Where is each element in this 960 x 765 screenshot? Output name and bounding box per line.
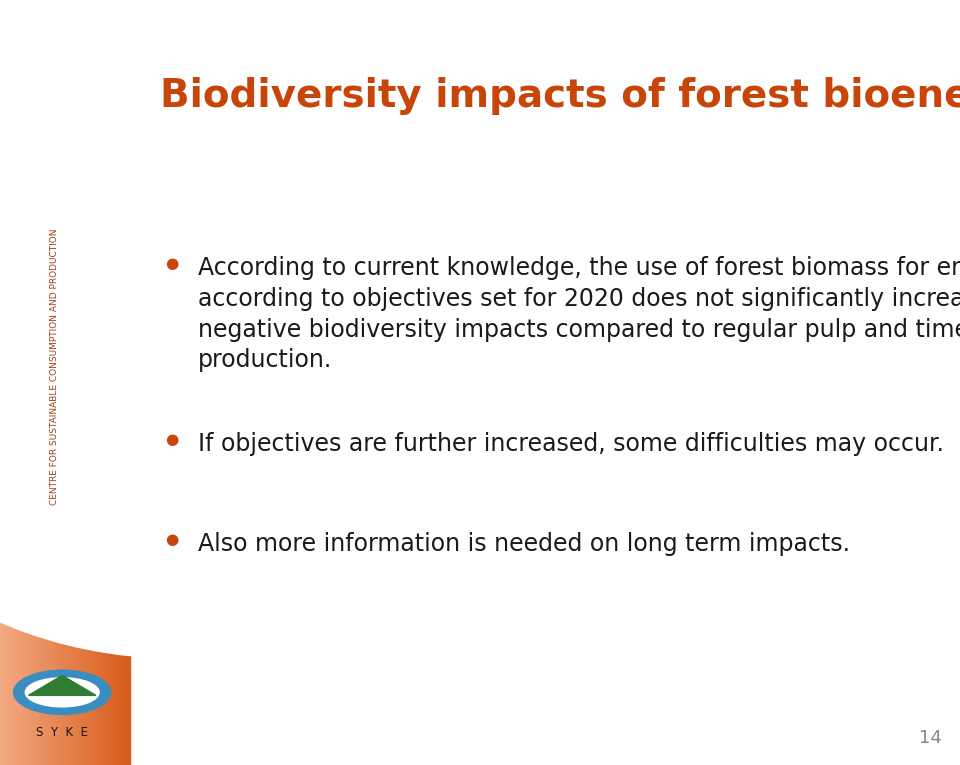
Bar <box>15 0 17 765</box>
Text: According to current knowledge, the use of forest biomass for energy
according t: According to current knowledge, the use … <box>198 256 960 373</box>
Polygon shape <box>29 675 96 695</box>
Text: If objectives are further increased, some difficulties may occur.: If objectives are further increased, som… <box>198 432 944 456</box>
Bar <box>67 0 69 765</box>
Text: ●: ● <box>165 256 179 272</box>
Bar <box>45 0 48 765</box>
Bar <box>38 0 41 765</box>
Bar <box>100 0 102 765</box>
Bar <box>110 0 112 765</box>
Bar <box>97 0 100 765</box>
Bar <box>11 0 13 765</box>
Text: ●: ● <box>165 532 179 547</box>
Bar <box>19 0 22 765</box>
Bar <box>62 0 65 765</box>
Bar <box>76 0 78 765</box>
Bar <box>7 0 9 765</box>
Bar <box>112 0 114 765</box>
Bar <box>121 0 123 765</box>
Bar <box>88 0 91 765</box>
Bar <box>9 0 11 765</box>
Bar <box>36 0 38 765</box>
Bar <box>123 0 125 765</box>
Bar <box>48 0 50 765</box>
Bar <box>102 0 104 765</box>
Bar <box>35 0 36 765</box>
Bar <box>114 0 117 765</box>
Text: Also more information is needed on long term impacts.: Also more information is needed on long … <box>198 532 850 555</box>
Bar <box>0 0 2 765</box>
Bar <box>93 0 95 765</box>
Bar <box>43 0 45 765</box>
Bar <box>78 0 80 765</box>
Bar <box>74 0 76 765</box>
Bar <box>54 0 56 765</box>
Bar <box>106 0 108 765</box>
Bar <box>108 0 110 765</box>
Bar <box>24 0 26 765</box>
Bar <box>17 0 19 765</box>
Bar <box>91 0 93 765</box>
Bar <box>84 0 86 765</box>
Circle shape <box>0 0 618 658</box>
Text: Biodiversity impacts of forest bioenergy: Biodiversity impacts of forest bioenergy <box>159 76 960 115</box>
Bar <box>52 0 54 765</box>
Bar <box>65 0 67 765</box>
Bar <box>86 0 88 765</box>
Bar <box>117 0 119 765</box>
Bar <box>128 0 130 765</box>
Bar <box>125 0 128 765</box>
Bar <box>119 0 121 765</box>
Bar <box>22 0 24 765</box>
Ellipse shape <box>13 670 110 715</box>
Text: S  Y  K  E: S Y K E <box>36 726 88 738</box>
Bar <box>2 0 5 765</box>
Bar <box>95 0 97 765</box>
Text: CENTRE FOR SUSTAINABLE CONSUMPTION AND PRODUCTION: CENTRE FOR SUSTAINABLE CONSUMPTION AND P… <box>50 229 59 506</box>
Bar <box>26 0 28 765</box>
Bar <box>5 0 7 765</box>
Bar <box>104 0 106 765</box>
Bar <box>31 0 33 765</box>
Bar <box>28 0 31 765</box>
Bar <box>33 0 35 765</box>
Bar <box>80 0 83 765</box>
Ellipse shape <box>25 678 99 707</box>
Bar <box>71 0 74 765</box>
Text: 14: 14 <box>919 729 942 747</box>
Bar <box>50 0 52 765</box>
Bar <box>41 0 43 765</box>
Bar <box>59 0 60 765</box>
Bar <box>69 0 71 765</box>
Text: ●: ● <box>165 432 179 448</box>
Bar <box>56 0 59 765</box>
Bar <box>13 0 15 765</box>
Bar <box>83 0 84 765</box>
Bar <box>60 0 62 765</box>
